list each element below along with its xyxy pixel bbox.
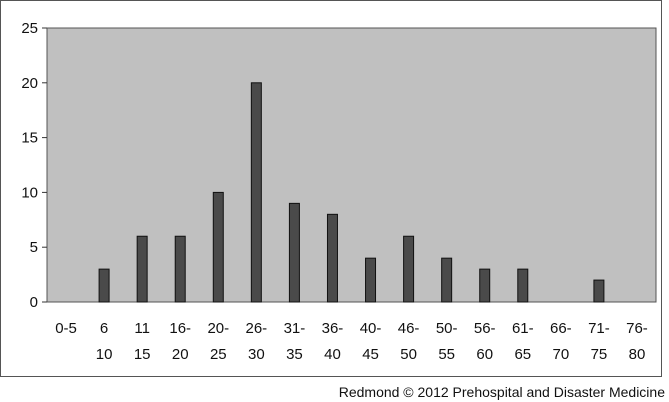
x-tick-label-top: 40- — [360, 320, 382, 337]
y-tick-label: 10 — [21, 184, 38, 201]
y-tick-label: 5 — [30, 239, 38, 256]
x-tick-label-bottom: 20 — [172, 346, 189, 363]
plot-area — [46, 27, 657, 303]
x-tick-label-bottom: 80 — [629, 346, 646, 363]
x-tick-label-top: 31- — [284, 320, 306, 337]
bar — [212, 191, 224, 303]
bar — [288, 202, 300, 303]
x-tick-label-top: 50- — [436, 320, 458, 337]
x-tick-label-bottom: 65 — [514, 346, 531, 363]
bar — [403, 235, 415, 303]
x-tick-label-bottom: 55 — [438, 346, 455, 363]
bar — [479, 268, 491, 303]
y-tick-label: 15 — [21, 130, 38, 147]
x-tick-label-bottom: 75 — [591, 346, 608, 363]
y-axis: 0 5 10 15 20 25 — [21, 20, 47, 311]
x-tick-label-bottom: 35 — [286, 346, 303, 363]
credit-line: Redmond © 2012 Prehospital and Disaster … — [338, 384, 665, 400]
x-tick-label-bottom: 70 — [553, 346, 570, 363]
x-tick-label-top: 71- — [588, 320, 610, 337]
bar — [250, 82, 262, 303]
x-tick-label-bottom: 50 — [400, 346, 417, 363]
x-tick-label-top: 0-5 — [55, 320, 77, 337]
x-tick-label-bottom: 25 — [210, 346, 227, 363]
x-tick-label-top: 36- — [322, 320, 344, 337]
x-tick-label-top: 61- — [512, 320, 534, 337]
x-tick-label-top: 11 — [134, 320, 150, 337]
x-tick-label-bottom: 40 — [324, 346, 341, 363]
x-tick-label-top: 66- — [550, 320, 572, 337]
bar — [98, 268, 110, 303]
x-tick-label-top: 26- — [246, 320, 268, 337]
x-tick-label-bottom: 60 — [476, 346, 493, 363]
x-tick-label-top: 46- — [398, 320, 420, 337]
bar — [365, 257, 377, 303]
x-tick-label-top: 20- — [207, 320, 229, 337]
y-tick-label: 25 — [21, 20, 38, 37]
x-axis: 0-5 6 10 11 15 16- 20 20- 25 26- 30 31- 35 36- 40 40- 45… — [55, 320, 648, 363]
x-tick-label-top: 56- — [474, 320, 496, 337]
bar — [174, 235, 186, 303]
bar — [136, 235, 148, 303]
bar — [326, 213, 338, 303]
x-tick-label-top: 76- — [626, 320, 648, 337]
x-tick-label-top: 6 — [100, 320, 108, 337]
x-tick-label-bottom: 15 — [134, 346, 151, 363]
y-tick-label: 0 — [30, 294, 38, 311]
x-tick-label-bottom: 45 — [362, 346, 379, 363]
bars — [98, 82, 605, 303]
bar — [441, 257, 453, 303]
bar — [593, 279, 605, 303]
x-tick-label-bottom: 10 — [96, 346, 113, 363]
bar — [517, 268, 529, 303]
x-tick-label-top: 16- — [169, 320, 191, 337]
x-tick-label-bottom: 30 — [248, 346, 265, 363]
y-tick-label: 20 — [21, 75, 38, 92]
